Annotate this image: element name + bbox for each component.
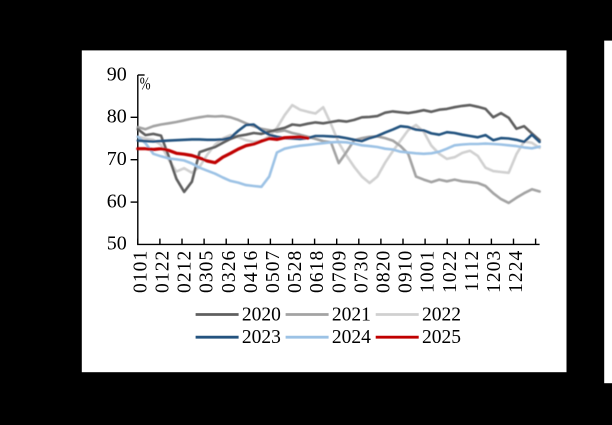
svg-text:90: 90 [107, 63, 127, 85]
svg-text:1001: 1001 [418, 250, 439, 293]
svg-text:0618: 0618 [307, 250, 328, 293]
svg-text:0910: 0910 [396, 250, 417, 293]
svg-text:0101: 0101 [130, 250, 151, 293]
svg-text:2024: 2024 [332, 327, 371, 348]
svg-text:0212: 0212 [175, 250, 196, 293]
svg-text:0122: 0122 [153, 250, 174, 293]
svg-text:0326: 0326 [219, 250, 240, 293]
svg-text:0507: 0507 [263, 250, 284, 293]
svg-text:0820: 0820 [374, 250, 395, 293]
svg-text:70: 70 [107, 148, 127, 170]
svg-text:1022: 1022 [440, 250, 461, 293]
svg-text:0730: 0730 [351, 250, 372, 293]
svg-text:50: 50 [107, 233, 127, 255]
svg-text:1203: 1203 [484, 250, 505, 293]
svg-text:2020: 2020 [242, 304, 281, 325]
svg-text:2021: 2021 [332, 304, 371, 325]
svg-text:1224: 1224 [506, 250, 527, 293]
svg-text:0416: 0416 [241, 250, 262, 293]
svg-text:1112: 1112 [462, 250, 483, 292]
svg-text:0528: 0528 [285, 250, 306, 293]
svg-text:0305: 0305 [197, 250, 218, 293]
svg-text:60: 60 [107, 190, 127, 212]
svg-text:%: % [140, 74, 151, 94]
svg-text:2022: 2022 [422, 304, 461, 325]
svg-text:80: 80 [107, 106, 127, 128]
svg-text:2025: 2025 [422, 327, 461, 348]
svg-text:0709: 0709 [329, 250, 350, 293]
svg-text:2023: 2023 [242, 327, 281, 348]
